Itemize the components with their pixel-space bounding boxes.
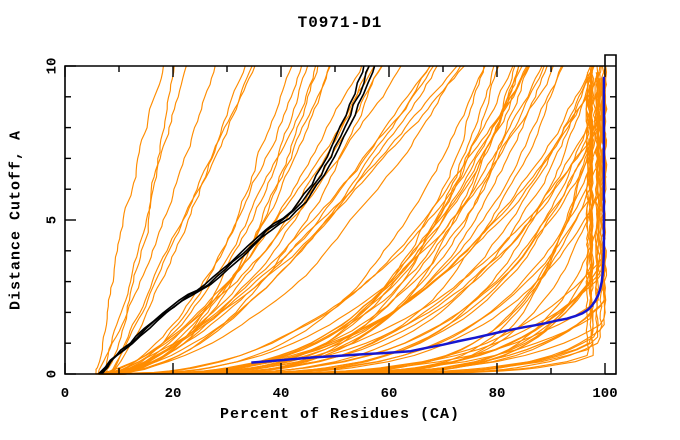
x-tick-labels: 0 20 40 60 80 100 bbox=[61, 386, 618, 402]
blue-highlight-curve bbox=[251, 76, 606, 364]
y-tick-labels: 0 5 10 bbox=[45, 58, 61, 379]
orange-model-curves bbox=[95, 65, 608, 375]
black-reference-curves bbox=[97, 65, 376, 375]
svg-text:60: 60 bbox=[381, 386, 398, 402]
svg-text:0: 0 bbox=[61, 386, 69, 402]
svg-text:0: 0 bbox=[45, 370, 61, 378]
chart-title: T0971-D1 bbox=[297, 14, 383, 32]
svg-text:80: 80 bbox=[489, 386, 506, 402]
svg-text:40: 40 bbox=[273, 386, 290, 402]
y-axis-title: Distance Cutoff, A bbox=[7, 129, 25, 311]
plot-frame bbox=[64, 54, 617, 375]
svg-text:5: 5 bbox=[45, 216, 61, 224]
svg-text:20: 20 bbox=[165, 386, 182, 402]
svg-text:10: 10 bbox=[45, 58, 61, 75]
svg-text:100: 100 bbox=[592, 386, 617, 402]
x-axis-title: Percent of Residues (CA) bbox=[219, 406, 461, 423]
